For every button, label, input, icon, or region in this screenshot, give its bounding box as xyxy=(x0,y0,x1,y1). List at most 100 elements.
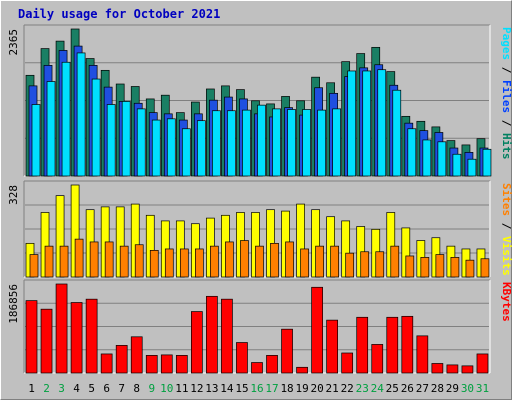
bar-kbytes-day-28 xyxy=(431,363,444,374)
bar-sites-day-31 xyxy=(480,258,490,278)
bar-kbytes-day-24 xyxy=(371,344,384,374)
bar-sites-day-14 xyxy=(225,241,234,278)
bar-kbytes-day-1 xyxy=(25,300,38,374)
bar-sites-day-16 xyxy=(255,245,264,278)
bar-pages-day-13 xyxy=(212,110,221,177)
legend-entry: Sites xyxy=(500,183,512,216)
day-label-7: 7 xyxy=(118,382,125,395)
bar-pages-day-4 xyxy=(76,52,86,177)
bar-kbytes-day-19 xyxy=(296,366,308,374)
bar-sites-day-8 xyxy=(134,244,144,278)
bar-pages-day-19 xyxy=(302,109,311,177)
bar-kbytes-day-7 xyxy=(115,345,128,374)
bar-pages-day-28 xyxy=(437,141,447,177)
bar-kbytes-day-29 xyxy=(446,364,459,374)
bar-kbytes-day-4 xyxy=(70,302,83,374)
bar-kbytes-day-11 xyxy=(175,355,188,374)
bar-kbytes-day-20 xyxy=(311,286,323,374)
bar-pages-day-6 xyxy=(106,104,116,177)
bar-pages-day-5 xyxy=(91,78,101,177)
day-label-18: 18 xyxy=(280,382,293,395)
bar-kbytes-day-22 xyxy=(341,352,354,374)
day-label-26: 26 xyxy=(401,382,414,395)
bar-sites-day-2 xyxy=(44,245,54,278)
bar-sites-day-28 xyxy=(435,254,445,278)
bar-kbytes-day-5 xyxy=(85,298,98,374)
bar-kbytes-day-31 xyxy=(476,353,489,374)
bar-kbytes-day-17 xyxy=(266,355,278,374)
bar-kbytes-day-6 xyxy=(100,353,113,374)
bar-pages-day-10 xyxy=(166,118,176,177)
day-label-19: 19 xyxy=(295,382,308,395)
y-max-label: 328 xyxy=(7,185,20,205)
bar-kbytes-day-3 xyxy=(55,283,68,374)
series-legend: KBytes xyxy=(500,282,512,322)
day-label-11: 11 xyxy=(175,382,188,395)
day-label-24: 24 xyxy=(371,382,385,395)
day-label-25: 25 xyxy=(386,382,399,395)
day-label-29: 29 xyxy=(446,382,459,395)
series-legend: Pages / Files / Hits xyxy=(500,27,512,160)
bar-kbytes-day-10 xyxy=(160,354,173,374)
bar-sites-day-9 xyxy=(149,250,159,278)
day-label-1: 1 xyxy=(28,382,35,395)
bar-pages-day-9 xyxy=(151,119,161,177)
bar-sites-day-10 xyxy=(164,248,174,278)
day-label-13: 13 xyxy=(205,382,218,395)
day-label-6: 6 xyxy=(103,382,110,395)
bar-pages-day-3 xyxy=(61,61,71,177)
day-label-31: 31 xyxy=(476,382,489,395)
day-label-15: 15 xyxy=(235,382,248,395)
bar-sites-day-30 xyxy=(465,259,475,278)
bar-sites-day-20 xyxy=(315,245,324,278)
bar-pages-day-16 xyxy=(257,104,266,177)
bar-sites-day-6 xyxy=(104,241,114,278)
legend-entry: Files xyxy=(500,80,512,113)
bar-pages-day-7 xyxy=(121,101,131,177)
bar-pages-day-2 xyxy=(46,81,56,177)
bar-kbytes-day-30 xyxy=(461,365,474,374)
bar-kbytes-day-26 xyxy=(401,315,414,374)
bar-sites-day-23 xyxy=(360,251,370,278)
bar-kbytes-day-9 xyxy=(145,355,158,374)
bar-kbytes-day-21 xyxy=(326,319,338,374)
bar-kbytes-day-8 xyxy=(130,336,143,374)
legend-entry: Pages xyxy=(500,27,512,60)
bar-pages-day-18 xyxy=(287,109,296,177)
bar-pages-day-26 xyxy=(407,128,417,177)
day-label-12: 12 xyxy=(190,382,203,395)
bar-sites-day-25 xyxy=(390,245,400,278)
bar-pages-day-31 xyxy=(482,148,492,177)
bar-sites-day-1 xyxy=(29,254,39,278)
bar-sites-day-22 xyxy=(345,252,355,278)
bar-pages-day-30 xyxy=(467,158,477,177)
bar-sites-day-7 xyxy=(119,245,129,278)
bar-sites-day-26 xyxy=(405,255,415,278)
bar-pages-day-27 xyxy=(422,139,432,177)
bar-pages-day-15 xyxy=(242,109,251,177)
legend-entry: / xyxy=(500,113,512,133)
bar-sites-day-13 xyxy=(210,245,219,278)
bar-pages-day-12 xyxy=(197,120,206,177)
legend-entry: Visits xyxy=(500,236,512,276)
day-label-22: 22 xyxy=(341,382,354,395)
day-label-10: 10 xyxy=(160,382,173,395)
bar-kbytes-day-15 xyxy=(236,342,248,374)
bar-kbytes-day-14 xyxy=(221,298,233,374)
bar-pages-day-25 xyxy=(392,89,402,177)
y-max-label: 186856 xyxy=(7,284,20,324)
day-label-23: 23 xyxy=(356,382,369,395)
bar-kbytes-day-16 xyxy=(251,362,263,374)
day-label-28: 28 xyxy=(431,382,444,395)
bar-kbytes-day-23 xyxy=(356,316,369,374)
legend-entry: / xyxy=(500,216,512,236)
bar-pages-day-22 xyxy=(347,70,357,177)
day-label-20: 20 xyxy=(311,382,324,395)
bar-pages-day-1 xyxy=(31,104,41,177)
bar-sites-day-27 xyxy=(420,257,430,278)
bar-sites-day-3 xyxy=(59,245,69,278)
bar-sites-day-5 xyxy=(89,241,99,278)
bar-sites-day-15 xyxy=(240,240,249,278)
bar-kbytes-day-18 xyxy=(281,328,293,374)
